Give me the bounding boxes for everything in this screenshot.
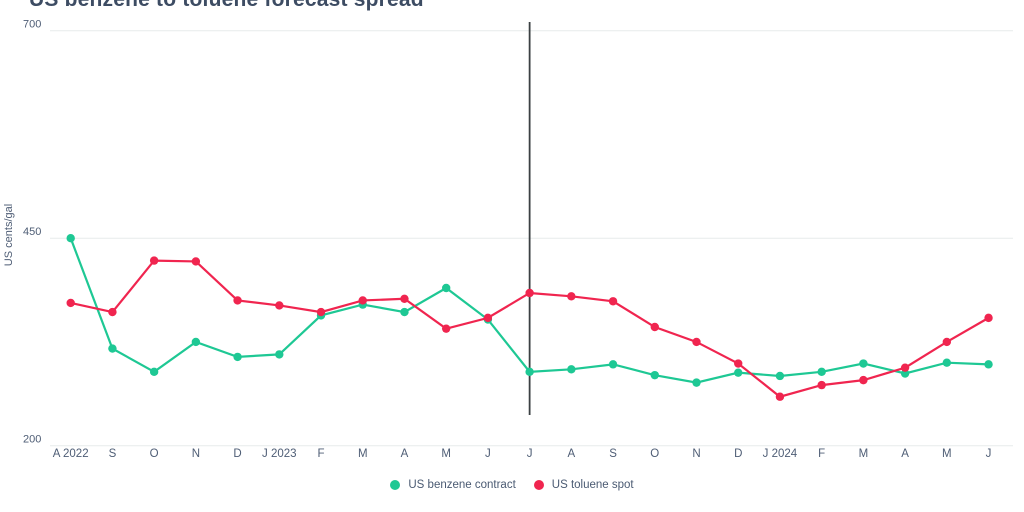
data-point[interactable] (775, 392, 785, 401)
y-axis-title: US cents/gal (3, 204, 15, 266)
data-point[interactable] (441, 283, 451, 293)
data-point[interactable] (275, 350, 284, 359)
data-point[interactable] (775, 371, 785, 381)
data-point[interactable] (66, 298, 75, 308)
x-tick-label: D (734, 448, 742, 460)
legend-label-toluene-spot: US toluene spot (551, 479, 634, 491)
x-tick-label: F (318, 448, 325, 460)
x-tick-label: D (233, 448, 241, 460)
data-point[interactable] (692, 378, 701, 387)
data-point[interactable] (859, 359, 868, 368)
legend: US benzene contract US toluene spot (0, 474, 1024, 496)
data-point[interactable] (650, 370, 659, 380)
x-tick-label: M (859, 448, 869, 460)
data-point[interactable] (66, 234, 75, 243)
x-tick-label: O (650, 448, 659, 460)
x-tick-label: F (818, 448, 825, 460)
x-tick-label: S (609, 448, 617, 460)
data-point[interactable] (191, 337, 201, 347)
data-point[interactable] (441, 324, 451, 333)
data-point[interactable] (692, 337, 701, 347)
x-tick-label: J (986, 448, 992, 460)
data-point[interactable] (275, 301, 284, 310)
data-point[interactable] (358, 296, 367, 305)
x-tick-label: J (527, 448, 533, 460)
x-tick-label: M (441, 448, 451, 460)
x-tick-label: N (692, 448, 700, 460)
data-point[interactable] (984, 360, 993, 369)
x-tick-label: A (568, 448, 576, 460)
data-point[interactable] (108, 307, 117, 317)
x-tick-label: N (192, 448, 200, 460)
data-point[interactable] (817, 380, 826, 390)
chart-title: US benzene to toluene forecast spread (29, 0, 424, 12)
x-tick-label: M (358, 448, 368, 460)
data-point[interactable] (525, 288, 534, 298)
data-point[interactable] (108, 344, 117, 353)
x-tick-label: S (109, 448, 117, 460)
data-point[interactable] (400, 294, 409, 303)
legend-item-toluene-spot[interactable]: US toluene spot (533, 479, 634, 491)
data-point[interactable] (149, 256, 159, 265)
x-tick-label: J (485, 448, 491, 460)
data-point[interactable] (859, 375, 868, 385)
data-point[interactable] (149, 367, 159, 377)
x-tick-label: A 2022 (53, 448, 89, 460)
data-point[interactable] (817, 367, 826, 377)
data-point[interactable] (900, 369, 910, 378)
legend-item-benzene-contract[interactable]: US benzene contract (390, 479, 516, 491)
data-point[interactable] (900, 363, 910, 372)
data-point[interactable] (483, 313, 493, 323)
data-point[interactable] (608, 360, 618, 369)
data-point[interactable] (233, 296, 242, 305)
y-tick-label: 200 (23, 434, 41, 446)
y-tick-label: 700 (23, 19, 41, 31)
toluene-legend-dot-icon (533, 480, 544, 490)
x-tick-label: J 2023 (262, 448, 297, 460)
benzene-legend-dot-icon (390, 480, 401, 490)
data-point[interactable] (316, 307, 326, 317)
data-point[interactable] (650, 322, 659, 332)
data-point[interactable] (984, 313, 993, 323)
data-point[interactable] (608, 297, 618, 306)
data-point[interactable] (567, 365, 576, 374)
data-point[interactable] (942, 337, 952, 347)
chart-canvas: 200 450 700 US cents/gal A 2022 S O N D J 2023 F M A… (3, 19, 1013, 460)
x-tick-label: O (150, 448, 159, 460)
y-tick-label: 450 (23, 226, 41, 238)
data-point[interactable] (525, 367, 534, 377)
data-point[interactable] (567, 292, 576, 301)
data-point[interactable] (734, 368, 743, 377)
data-point[interactable] (400, 307, 409, 317)
x-tick-label: M (942, 448, 952, 460)
x-tick-label: A (401, 448, 409, 460)
x-tick-label: A (901, 448, 909, 460)
legend-label-benzene-contract: US benzene contract (408, 479, 516, 491)
data-point[interactable] (233, 352, 242, 362)
data-point[interactable] (191, 257, 201, 266)
data-point[interactable] (734, 359, 743, 368)
x-tick-label: J 2024 (763, 448, 798, 460)
data-point[interactable] (942, 358, 952, 367)
